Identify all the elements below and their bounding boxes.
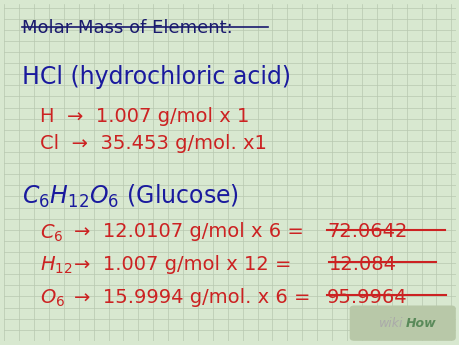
Text: →  12.0107 g/mol x 6 =: → 12.0107 g/mol x 6 = [74,222,303,241]
Text: $C_6$: $C_6$ [40,222,64,244]
Text: Cl  →  35.453 g/mol. x1: Cl → 35.453 g/mol. x1 [40,134,267,153]
Text: Molar Mass of Element:: Molar Mass of Element: [22,19,232,37]
Text: wiki: wiki [378,317,402,330]
Text: $O_6$: $O_6$ [40,288,65,309]
Text: 95.9964: 95.9964 [326,288,407,307]
FancyBboxPatch shape [349,305,455,341]
Text: HCl (hydrochloric acid): HCl (hydrochloric acid) [22,65,291,89]
Text: →  1.007 g/mol x 12 =: → 1.007 g/mol x 12 = [74,255,297,274]
Text: 12.084: 12.084 [329,255,397,274]
Text: $H_{12}$: $H_{12}$ [40,255,73,276]
Text: →  15.9994 g/mol. x 6 =: → 15.9994 g/mol. x 6 = [74,288,316,307]
Text: How: How [404,317,435,330]
Text: $C_6H_{12}O_6$ (Glucose): $C_6H_{12}O_6$ (Glucose) [22,183,239,210]
Text: H  →  1.007 g/mol x 1: H → 1.007 g/mol x 1 [40,107,249,126]
Text: 72.0642: 72.0642 [326,222,407,241]
